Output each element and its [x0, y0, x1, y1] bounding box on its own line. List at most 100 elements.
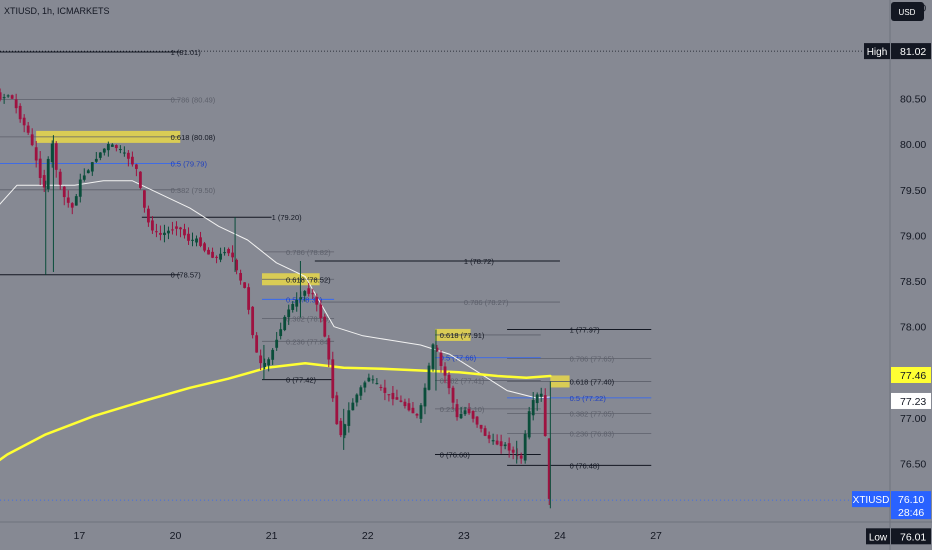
- candle-body[interactable]: [511, 449, 515, 453]
- candle-body[interactable]: [367, 377, 371, 382]
- candle-body[interactable]: [231, 252, 234, 258]
- candle-body[interactable]: [78, 179, 82, 197]
- candle-body[interactable]: [399, 400, 403, 402]
- candle-body[interactable]: [323, 316, 327, 337]
- candle-body[interactable]: [219, 253, 222, 260]
- candle-body[interactable]: [331, 359, 335, 399]
- candle-body[interactable]: [523, 433, 527, 461]
- candle-body[interactable]: [383, 387, 387, 393]
- candle-body[interactable]: [535, 394, 539, 404]
- candle-body[interactable]: [227, 249, 230, 254]
- candle-body[interactable]: [155, 231, 158, 233]
- candle-body[interactable]: [195, 238, 198, 243]
- candle-body[interactable]: [171, 229, 174, 231]
- candle-body[interactable]: [34, 147, 38, 161]
- candle-body[interactable]: [443, 366, 447, 376]
- candle-body[interactable]: [527, 411, 531, 438]
- candle-body[interactable]: [387, 394, 391, 396]
- candle-body[interactable]: [114, 145, 118, 149]
- candle-body[interactable]: [62, 186, 66, 198]
- candle-body[interactable]: [106, 144, 110, 151]
- candle-body[interactable]: [175, 226, 178, 229]
- candle-body[interactable]: [247, 287, 251, 310]
- candle-body[interactable]: [291, 304, 295, 310]
- candle-body[interactable]: [130, 156, 134, 165]
- candle-body[interactable]: [243, 282, 247, 288]
- candle-body[interactable]: [102, 148, 106, 153]
- candle-body[interactable]: [118, 149, 122, 151]
- candle-body[interactable]: [163, 232, 166, 236]
- candle-body[interactable]: [495, 440, 499, 445]
- candle-body[interactable]: [423, 387, 427, 407]
- candle-body[interactable]: [519, 455, 523, 459]
- candle-body[interactable]: [483, 428, 487, 436]
- candle-body[interactable]: [98, 152, 102, 158]
- candle-body[interactable]: [547, 438, 551, 499]
- candle-body[interactable]: [18, 105, 22, 120]
- candle-body[interactable]: [451, 387, 455, 403]
- candle-body[interactable]: [159, 232, 162, 235]
- candle-body[interactable]: [147, 208, 150, 223]
- candle-body[interactable]: [287, 309, 291, 318]
- candle-body[interactable]: [403, 401, 407, 407]
- candle-body[interactable]: [487, 435, 491, 439]
- candle-body[interactable]: [507, 443, 511, 451]
- candle-body[interactable]: [431, 344, 435, 369]
- candle-body[interactable]: [307, 288, 311, 294]
- candle-body[interactable]: [42, 175, 46, 188]
- candle-body[interactable]: [279, 329, 283, 337]
- candle-body[interactable]: [503, 444, 507, 447]
- candle-body[interactable]: [191, 239, 194, 241]
- candle-body[interactable]: [343, 424, 347, 436]
- candle-body[interactable]: [187, 233, 190, 241]
- candle-body[interactable]: [26, 125, 30, 133]
- candle-body[interactable]: [143, 190, 146, 208]
- candle-body[interactable]: [183, 229, 186, 236]
- candle-body[interactable]: [355, 394, 359, 403]
- candle-body[interactable]: [475, 416, 479, 425]
- candle-body[interactable]: [491, 440, 495, 442]
- candle-body[interactable]: [427, 365, 431, 390]
- candle-body[interactable]: [359, 387, 363, 396]
- candle-body[interactable]: [419, 405, 423, 419]
- candle-body[interactable]: [0, 92, 2, 100]
- candle-body[interactable]: [407, 403, 411, 411]
- candle-body[interactable]: [471, 411, 475, 419]
- candle-body[interactable]: [539, 393, 543, 397]
- candle-body[interactable]: [283, 316, 287, 331]
- candle-body[interactable]: [10, 95, 14, 99]
- candle-body[interactable]: [203, 243, 206, 251]
- candle-body[interactable]: [74, 196, 78, 206]
- candle-body[interactable]: [375, 383, 379, 385]
- candle-body[interactable]: [126, 152, 130, 159]
- candle-body[interactable]: [211, 251, 214, 258]
- candle-body[interactable]: [179, 227, 182, 230]
- symbol-title[interactable]: XTIUSD, 1h, ICMARKETS: [4, 6, 110, 16]
- candle-body[interactable]: [463, 410, 467, 415]
- candle-body[interactable]: [50, 143, 54, 163]
- candle-body[interactable]: [90, 162, 94, 172]
- candle-body[interactable]: [2, 97, 6, 99]
- candle-body[interactable]: [207, 249, 210, 255]
- candle-body[interactable]: [363, 382, 367, 388]
- candle-body[interactable]: [319, 304, 323, 319]
- candle-body[interactable]: [199, 237, 202, 246]
- candle-body[interactable]: [30, 134, 34, 146]
- candle-body[interactable]: [46, 158, 50, 190]
- candle-body[interactable]: [14, 99, 18, 109]
- candle-body[interactable]: [335, 395, 339, 425]
- candle-body[interactable]: [411, 407, 415, 414]
- candle-body[interactable]: [439, 352, 443, 366]
- candle-body[interactable]: [6, 95, 10, 97]
- candle-body[interactable]: [347, 410, 351, 426]
- candle-body[interactable]: [151, 220, 154, 231]
- candle-body[interactable]: [38, 158, 42, 178]
- candle-body[interactable]: [339, 420, 343, 436]
- candle-body[interactable]: [82, 175, 86, 180]
- candle-body[interactable]: [303, 291, 307, 296]
- candle-body[interactable]: [215, 256, 218, 258]
- candle-body[interactable]: [271, 349, 275, 360]
- candle-body[interactable]: [455, 404, 459, 418]
- candle-body[interactable]: [167, 230, 170, 234]
